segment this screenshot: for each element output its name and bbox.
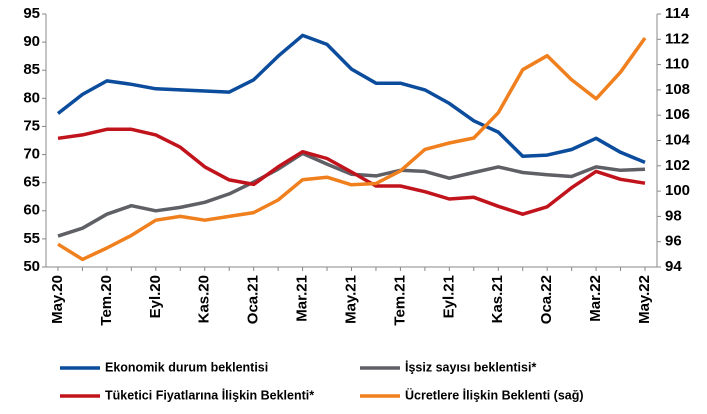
y2-tick-label: 102: [665, 157, 690, 174]
x-tick-label: Tem.21: [391, 275, 408, 326]
x-tick-label: May.20: [49, 275, 66, 324]
y2-tick-label: 96: [665, 233, 682, 250]
y2-tick-label: 110: [665, 56, 689, 73]
y-tick-label: 80: [23, 89, 40, 106]
x-tick-label: Eyl.21: [440, 275, 457, 318]
legend-label: Ücretlere İlişkin Beklenti (sağ): [405, 387, 584, 402]
y-tick-label: 90: [23, 33, 40, 50]
x-tick-label: Mar.22: [587, 275, 604, 322]
y-tick-label: 75: [23, 117, 40, 134]
series-line: [57, 127, 646, 216]
y-tick-label: 85: [23, 61, 40, 78]
x-tick-label: Oca.21: [245, 275, 262, 324]
y2-tick-label: 114: [665, 5, 690, 22]
y2-tick-label: 104: [665, 131, 691, 148]
legend-label: İşsiz sayısı beklentisi*: [405, 359, 536, 374]
x-tick-label: Oca.22: [538, 275, 555, 324]
y-tick-label: 70: [23, 146, 40, 163]
x-tick-label: May.22: [636, 275, 653, 324]
y-tick-label: 60: [23, 202, 40, 219]
y2-tick-label: 98: [665, 207, 682, 224]
x-tick-label: Eyl.20: [147, 275, 164, 318]
y2-tick-label: 94: [665, 258, 682, 275]
series-line: [56, 33, 646, 165]
y2-tick-label: 112: [665, 30, 689, 47]
x-tick-label: Kas.20: [196, 275, 213, 323]
legend-label: Tüketici Fiyatlarına İlişkin Beklenti*: [105, 387, 314, 402]
series-line: [57, 151, 646, 238]
x-tick-label: May.21: [342, 275, 359, 324]
y2-tick-label: 106: [665, 106, 690, 123]
y-tick-label: 55: [23, 230, 40, 247]
series-line: [57, 36, 647, 262]
y-tick-label: 50: [23, 258, 40, 275]
x-tick-label: Tem.20: [98, 275, 115, 326]
legend-label: Ekonomik durum beklentisi: [105, 360, 268, 374]
y-tick-label: 65: [23, 174, 40, 191]
y2-tick-label: 108: [665, 81, 690, 98]
x-tick-label: Mar.21: [294, 275, 311, 322]
x-tick-label: Kas.21: [489, 275, 506, 323]
y2-tick-label: 100: [665, 182, 690, 199]
y-tick-label: 95: [23, 5, 40, 22]
